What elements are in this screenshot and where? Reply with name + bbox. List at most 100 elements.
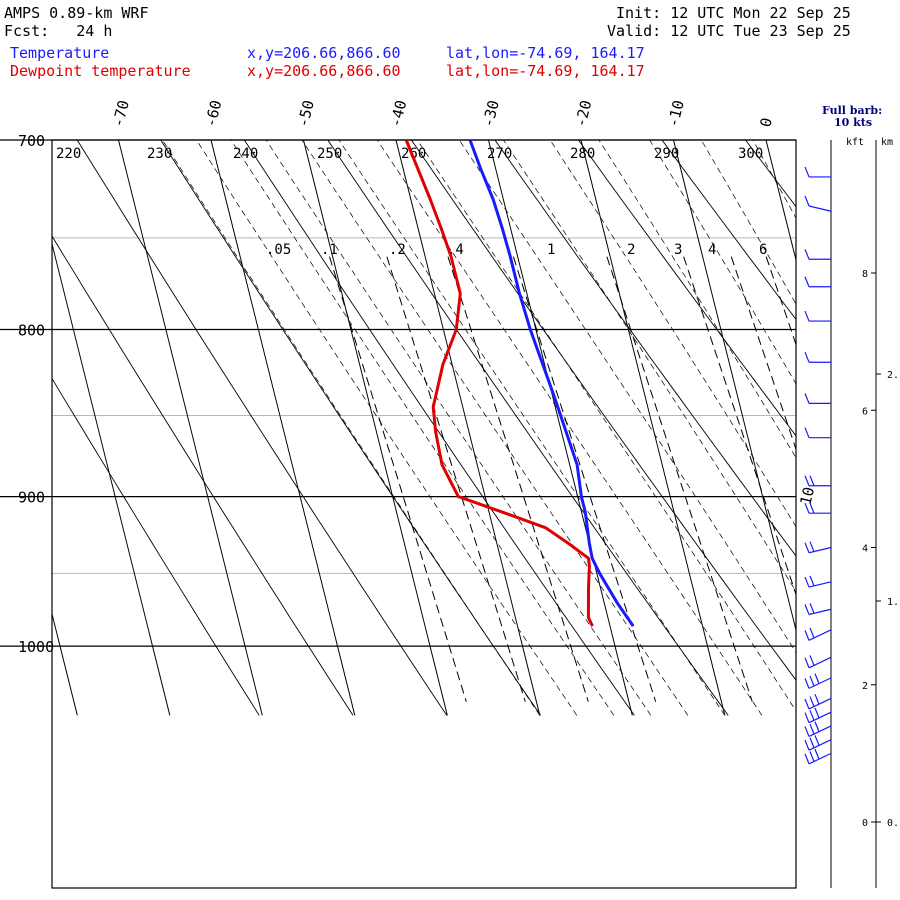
wind-barb-feather <box>804 351 810 363</box>
dry-adiabat-line <box>897 120 900 716</box>
wind-barb <box>804 748 832 765</box>
isotherm-line <box>395 140 541 716</box>
temperature-tick-label: -50 <box>294 98 318 129</box>
wind-barb-shaft <box>808 739 832 751</box>
kft-axis-label: kft <box>846 137 864 148</box>
wind-barb-feather <box>804 657 810 669</box>
isotherm-line <box>673 140 796 633</box>
wind-barb-feather <box>804 753 810 765</box>
wind-barb-feather <box>804 310 810 322</box>
mixing-ratio-line <box>730 256 796 451</box>
wind-barb-feather <box>814 693 820 705</box>
temperature-tick-label: -40 <box>386 98 410 129</box>
wind-barb-shaft <box>808 629 832 641</box>
mixing-ratio-tick-label: .2 <box>389 242 406 258</box>
wind-barb-feather <box>804 726 810 737</box>
mixing-ratio-line <box>447 256 589 702</box>
temperature-tick-label: 0 <box>756 116 776 129</box>
wind-barb-feather <box>814 673 820 684</box>
wind-barb <box>804 166 831 178</box>
km-tick-label: 1. <box>887 597 899 608</box>
mixing-ratio-tick-label: 1 <box>547 242 555 258</box>
moist-adiabat-line <box>265 140 652 716</box>
wind-barb-feather <box>804 604 810 615</box>
wind-barb <box>804 627 832 641</box>
legend-dewpoint-latlon: lat,lon=-74.69, 164.17 <box>446 62 645 80</box>
wind-barb-feather <box>809 675 815 687</box>
wind-barb-feather <box>809 603 815 614</box>
temperature-tick-label: -20 <box>571 98 595 129</box>
wind-barb-feather <box>804 630 810 641</box>
dry-adiabat-line <box>52 235 354 716</box>
isotherm-line <box>210 140 356 716</box>
wind-barb-feather <box>804 678 810 689</box>
theta-tick-label: 300 <box>738 146 763 162</box>
temperature-tick-label: -10 <box>664 98 688 129</box>
wind-barb-feather <box>804 166 810 178</box>
mixing-ratio-tick-label: .1 <box>321 242 338 258</box>
dry-adiabat-line <box>577 140 796 437</box>
wind-barb <box>804 541 832 554</box>
km-axis-label: km <box>881 137 893 148</box>
dry-adiabat-line <box>160 140 541 716</box>
pressure-tick-label: 700 <box>18 132 45 150</box>
wind-barb <box>804 707 832 724</box>
wind-barb <box>804 249 831 260</box>
theta-tick-label: 240 <box>233 146 258 162</box>
dry-adiabat-line <box>327 140 729 716</box>
wind-barb <box>804 502 831 514</box>
temperature-line <box>468 140 635 627</box>
fcst-label: Fcst: <box>4 22 50 40</box>
dry-adiabat-line <box>410 140 796 681</box>
wind-barb-shaft <box>808 656 832 669</box>
isotherm-line <box>765 140 796 263</box>
init-label: Init: <box>616 4 662 22</box>
mixing-ratio-line <box>683 256 796 596</box>
dry-adiabat-line <box>52 377 260 716</box>
wind-barb <box>804 195 832 212</box>
theta-tick-label: 220 <box>56 146 81 162</box>
forecast-hour: Fcst: 24 h <box>4 22 112 40</box>
dry-adiabat-line <box>76 140 448 716</box>
wind-barb-feather <box>809 541 815 552</box>
mixing-ratio-tick-label: .05 <box>266 242 291 258</box>
moist-adiabat-line <box>338 140 726 716</box>
legend-temperature-xy: x,y=206.66,866.60 <box>247 44 401 62</box>
wind-barb <box>804 427 831 439</box>
dewpoint-line <box>404 140 594 627</box>
wind-barb-shaft <box>808 677 832 689</box>
isotherm-line <box>52 611 78 716</box>
barb-legend-value: 10 kts <box>834 116 872 129</box>
theta-tick-label: 250 <box>317 146 342 162</box>
wind-barb <box>804 475 831 487</box>
wind-barb-feather <box>809 627 815 639</box>
wind-barb-shaft <box>808 581 832 588</box>
km-tick-label: 2. <box>887 370 899 381</box>
valid-label: Valid: <box>607 22 662 40</box>
wind-barb-feather <box>814 735 820 746</box>
moist-adiabat-line <box>784 103 900 715</box>
mixing-ratio-tick-label: 6 <box>759 242 767 258</box>
pressure-tick-label: 900 <box>18 489 45 507</box>
wind-barb-shaft <box>808 205 832 212</box>
temperature-tick-label: -60 <box>201 98 225 129</box>
wind-barb-feather <box>809 751 815 762</box>
moist-adiabat-line <box>376 140 763 716</box>
moist-adiabat-line <box>503 140 796 592</box>
theta-tick-label: 270 <box>487 146 512 162</box>
wind-barb-feather <box>809 655 815 666</box>
isotherm-line <box>488 140 633 716</box>
wind-barb-feather <box>809 737 815 748</box>
wind-barb <box>804 655 832 669</box>
wind-barb <box>804 721 832 737</box>
isotherm-line <box>303 140 448 716</box>
wind-barb <box>804 693 832 710</box>
wind-barb-feather <box>809 723 815 735</box>
wind-barb-feather <box>804 276 810 287</box>
wind-barb-shaft <box>808 546 832 554</box>
isotherm-line <box>859 140 900 715</box>
wind-barb-feather <box>804 195 810 207</box>
moist-adiabat-line <box>752 140 796 219</box>
moist-adiabat-line <box>649 140 796 385</box>
wind-barb-feather <box>804 576 810 588</box>
